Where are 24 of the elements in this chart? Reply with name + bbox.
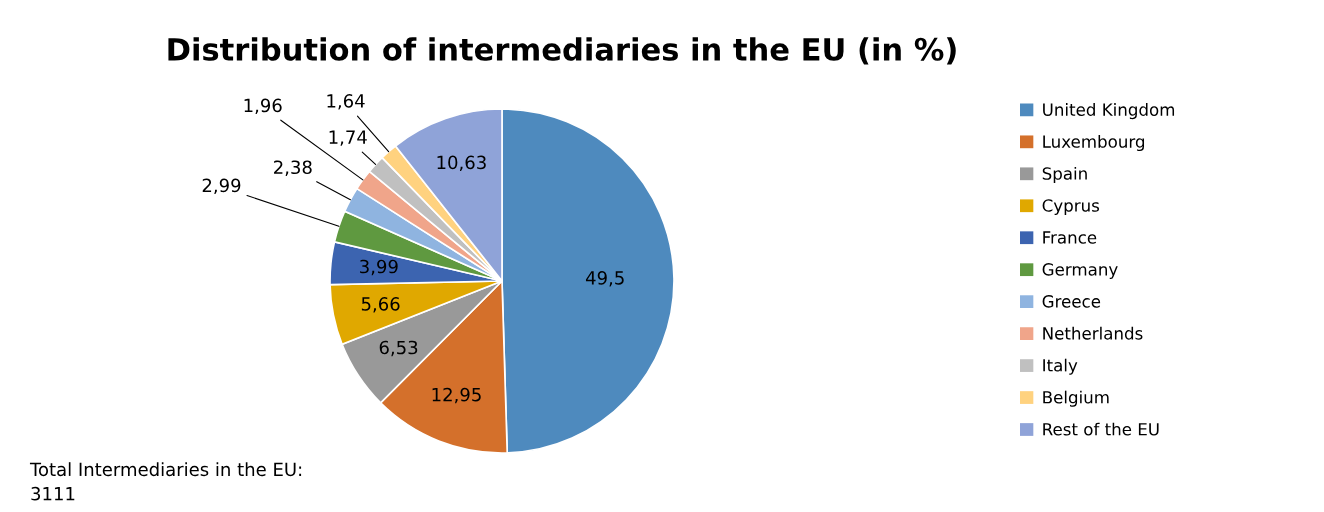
legend-label: Greece: [1042, 295, 1101, 308]
text: Total Intermediaries in the EU: 3111: [29, 462, 302, 501]
data-label: 6,53: [379, 340, 418, 357]
data-label: 1,74: [329, 130, 367, 146]
legend-label: Netherlands: [1043, 326, 1143, 340]
data-label: 2,99: [202, 178, 241, 195]
data-label: 1,96: [244, 98, 282, 115]
legend-label: Belgium: [1043, 390, 1109, 407]
data-label: 5,66: [361, 297, 400, 313]
legend-label: Rest of the EU: [1043, 422, 1159, 436]
data-label: 10,63: [437, 155, 486, 172]
chart-title: Distribution of intermediaries in the EU (in %): [168, 37, 956, 65]
legend-label: Luxembourg: [1043, 134, 1145, 152]
data-label: 49,5: [585, 271, 624, 287]
legend-label: Spain: [1042, 166, 1087, 184]
data-label: 3,99: [360, 259, 398, 276]
legend-label: Italy: [1043, 358, 1078, 375]
data-label: 12,95: [432, 387, 481, 404]
legend-label: France: [1043, 231, 1097, 244]
legend-label: Germany: [1042, 263, 1118, 279]
data-label: 2,38: [274, 160, 312, 176]
legend-label: Cyprus: [1042, 199, 1100, 216]
data-label: 1,64: [327, 94, 365, 110]
legend-label: United Kingdom: [1043, 103, 1175, 120]
